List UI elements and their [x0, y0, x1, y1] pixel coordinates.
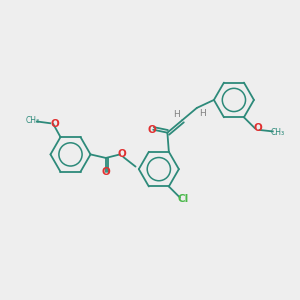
Text: O: O — [50, 119, 59, 129]
Text: O: O — [147, 125, 156, 135]
Text: O: O — [253, 124, 262, 134]
Text: O: O — [101, 167, 110, 177]
Text: CH₃: CH₃ — [26, 116, 40, 125]
Text: Cl: Cl — [178, 194, 189, 204]
Text: H: H — [173, 110, 180, 119]
Text: O: O — [118, 149, 127, 159]
Text: CH₃: CH₃ — [271, 128, 285, 136]
Text: H: H — [199, 109, 206, 118]
